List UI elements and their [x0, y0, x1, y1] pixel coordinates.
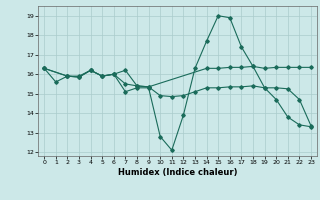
X-axis label: Humidex (Indice chaleur): Humidex (Indice chaleur) [118, 168, 237, 177]
